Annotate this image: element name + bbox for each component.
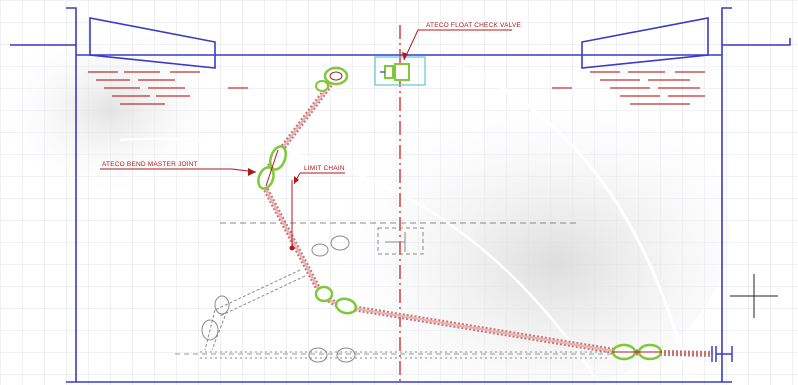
float-check-valve <box>374 56 426 86</box>
label-float-check-valve: ATECO FLOAT CHECK VALVE <box>426 22 521 29</box>
crosshair-cursor-icon <box>730 274 778 318</box>
label-limit-chain: LIMIT CHAIN <box>304 165 345 172</box>
joint-floor <box>611 343 663 361</box>
swing-arc-outer <box>379 38 692 385</box>
annotation-bend-master-joint: ATECO BEND MASTER JOINT <box>100 161 257 176</box>
joint-bend-master <box>257 145 288 190</box>
annotation-limit-chain: LIMIT CHAIN <box>293 165 345 185</box>
swing-arc-inner <box>119 137 602 385</box>
joint-lower <box>314 285 358 315</box>
outlet-flange <box>711 346 733 362</box>
background-haze <box>270 60 730 385</box>
annotation-float-check-valve: ATECO FLOAT CHECK VALVE <box>402 22 521 61</box>
tank-left-wall <box>66 7 77 382</box>
right-weir-trough <box>581 17 709 69</box>
water-ripples-left <box>88 71 248 105</box>
tank-structure <box>10 7 791 383</box>
label-bend-master-joint: ATECO BEND MASTER JOINT <box>102 161 198 168</box>
water-ripples-right <box>552 71 705 105</box>
tank-right-wall <box>721 7 732 382</box>
background-haze-left <box>0 20 230 200</box>
ghost-pipe-positions <box>200 227 610 363</box>
limit-chain <box>289 180 295 251</box>
joint-top <box>315 66 349 92</box>
right-top-wall-ledge <box>722 38 791 46</box>
left-weir-trough <box>89 17 216 69</box>
